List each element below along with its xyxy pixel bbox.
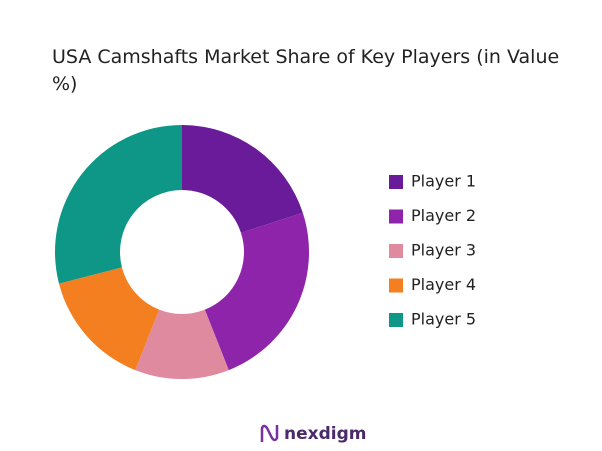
legend-label: Player 2: [411, 206, 476, 225]
donut-slice: [204, 212, 309, 371]
legend-swatch: [389, 244, 403, 258]
legend-label: Player 5: [411, 310, 476, 329]
donut-slice: [54, 125, 182, 284]
legend-label: Player 4: [411, 275, 476, 294]
legend-swatch: [389, 313, 403, 327]
logo-icon: [260, 424, 279, 442]
donut-slice: [182, 125, 303, 233]
legend-swatch: [389, 209, 403, 224]
donut-slice: [58, 267, 160, 371]
legend-label: Player 3: [411, 241, 476, 260]
legend-swatch: [389, 175, 403, 189]
logo: nexdigm: [260, 424, 366, 444]
logo-text: nexdigm: [284, 424, 366, 444]
chart-title: USA Camshafts Market Share of Key Player…: [52, 46, 560, 95]
legend-label: Player 1: [411, 172, 476, 191]
donut-slice: [135, 309, 229, 379]
legend-swatch: [389, 278, 403, 293]
